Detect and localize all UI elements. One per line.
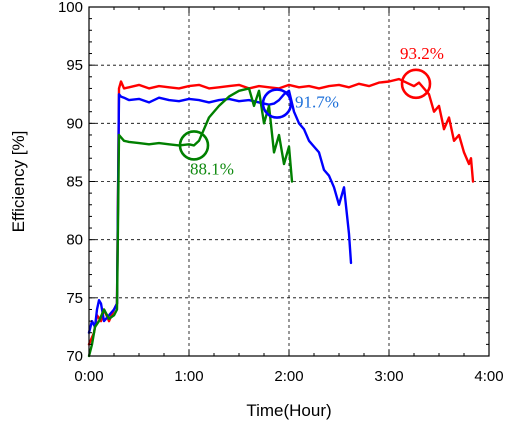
annotation-label: 91.7% [295,93,339,112]
x-tick-label: 3:00 [374,368,403,385]
x-tick-label: 1:00 [174,368,203,385]
y-tick-labels: 70 75 80 85 90 95 100 [58,0,83,365]
y-tick-label: 75 [66,290,83,307]
series-line-2 [87,89,353,334]
y-tick-label: 100 [58,0,83,16]
y-tick-label: 70 [66,348,83,365]
x-tick-label: 2:00 [274,368,303,385]
series-lines [87,77,475,358]
x-tick-label: 4:00 [474,368,503,385]
y-tick-label: 80 [66,232,83,249]
highlight-circle [261,88,293,119]
x-axis-label: Time(Hour) [246,401,331,420]
x-tick-labels: 0:00 1:00 2:00 3:00 4:00 [74,368,503,385]
y-tick-label: 90 [66,115,83,132]
y-axis-label: Efficiency [%] [9,131,28,233]
annotation-label: 88.1% [190,159,234,178]
annotation-circles [178,68,432,161]
axis-ticks [88,6,490,357]
highlight-circle [178,130,210,161]
annotation-label: 93.2% [400,44,444,63]
series-line-1 [87,77,475,346]
grid-lines [89,7,489,356]
y-tick-label: 85 [66,174,83,191]
annotation-labels: 93.2% 91.7% 88.1% [190,44,444,179]
x-tick-label: 0:00 [74,368,103,385]
y-tick-label: 95 [66,57,83,74]
highlight-circle [400,68,432,100]
